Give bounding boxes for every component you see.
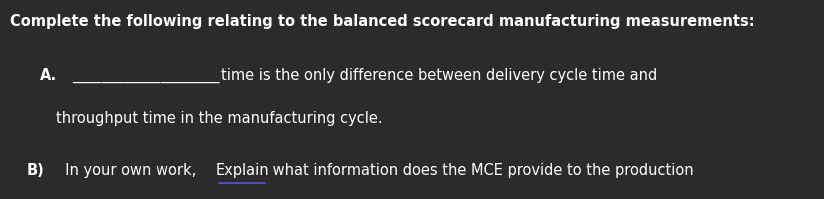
Text: ____________________: ____________________: [73, 68, 220, 83]
Text: In your own work,: In your own work,: [56, 163, 201, 178]
Text: what information does the MCE provide to the production: what information does the MCE provide to…: [268, 163, 694, 178]
Text: throughput time in the manufacturing cycle.: throughput time in the manufacturing cyc…: [56, 111, 382, 126]
Text: A.: A.: [40, 68, 57, 83]
Text: Complete the following relating to the balanced scorecard manufacturing measurem: Complete the following relating to the b…: [10, 14, 755, 29]
Text: B): B): [26, 163, 44, 178]
Text: time is the only difference between delivery cycle time and: time is the only difference between deli…: [221, 68, 657, 83]
Text: Explain: Explain: [216, 163, 269, 178]
